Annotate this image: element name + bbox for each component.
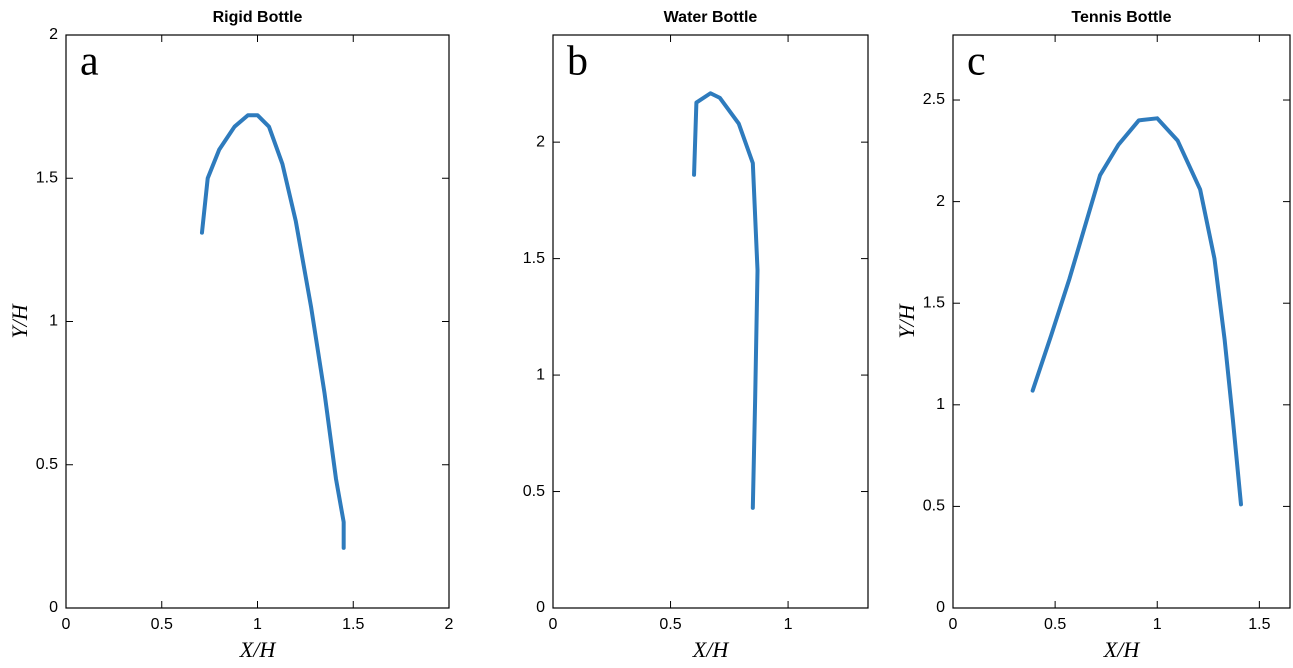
x-axis-label: X/H <box>239 637 277 662</box>
trajectory <box>202 115 344 548</box>
x-axis-label: X/H <box>1103 637 1141 662</box>
panel-title: Rigid Bottle <box>213 9 303 26</box>
x-axis-label: X/H <box>692 637 730 662</box>
y-tick-label: 2.5 <box>923 91 945 108</box>
y-tick-label: 1 <box>536 366 545 383</box>
y-tick-label: 1.5 <box>923 294 945 311</box>
trajectory <box>694 93 757 508</box>
trajectory <box>1033 118 1241 504</box>
y-tick-label: 0.5 <box>923 498 945 515</box>
figure: Rigid Bottle a X/H Y/H 0 0.5 1 1.5 2 0 0.5 1 1.5 2 Wat… <box>0 0 1293 668</box>
panel-label: b <box>567 39 588 85</box>
y-axis-label: Y/H <box>7 303 32 338</box>
y-tick-label: 1.5 <box>36 169 58 186</box>
x-tick-label: 1 <box>784 616 793 633</box>
x-tick-label: 0 <box>949 616 958 633</box>
x-tick-label: 0 <box>62 616 71 633</box>
plot-frame <box>953 35 1290 608</box>
plot-frame <box>553 35 868 608</box>
x-tick-label: 0 <box>549 616 558 633</box>
x-tick-label: 1.5 <box>342 616 364 633</box>
x-tick-label: 0.5 <box>659 616 681 633</box>
y-axis-label: Y/H <box>894 303 919 338</box>
y-tick-label: 1.5 <box>523 250 545 267</box>
y-tick-label: 2 <box>49 26 58 43</box>
y-tick-label: 0.5 <box>36 456 58 473</box>
y-tick-label: 2 <box>936 193 945 210</box>
x-tick-label: 1 <box>1153 616 1162 633</box>
panel-label: c <box>967 39 986 85</box>
y-tick-label: 0 <box>49 599 58 616</box>
plot-frame <box>66 35 449 608</box>
x-tick-label: 0.5 <box>151 616 173 633</box>
x-tick-label: 0.5 <box>1044 616 1066 633</box>
panel-title: Water Bottle <box>664 9 758 26</box>
panel-title: Tennis Bottle <box>1071 9 1171 26</box>
x-tick-label: 1.5 <box>1248 616 1270 633</box>
y-tick-label: 0 <box>936 599 945 616</box>
y-tick-label: 0 <box>536 599 545 616</box>
y-tick-label: 1 <box>49 313 58 330</box>
panel-label: a <box>80 39 99 85</box>
x-tick-label: 2 <box>445 616 454 633</box>
x-tick-label: 1 <box>253 616 262 633</box>
y-tick-label: 2 <box>536 133 545 150</box>
y-tick-label: 0.5 <box>523 483 545 500</box>
y-tick-label: 1 <box>936 396 945 413</box>
